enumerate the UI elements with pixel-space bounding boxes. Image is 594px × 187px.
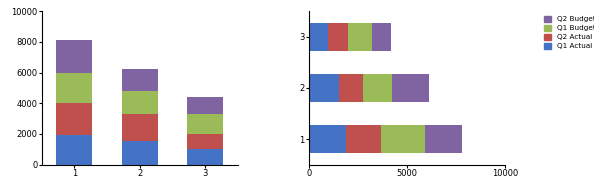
Legend: Q2 Budget, Q1 Budget, Q2 Actual, Q1 Actual: Q2 Budget, Q1 Budget, Q2 Actual, Q1 Actu… (544, 15, 594, 50)
Bar (309, 23, 328, 51)
Bar (56, 40, 92, 73)
Bar (187, 149, 223, 165)
Bar (122, 114, 157, 141)
Bar (122, 91, 157, 114)
Bar (309, 74, 339, 102)
Bar (381, 125, 425, 153)
Bar (339, 74, 363, 102)
Bar (363, 74, 392, 102)
Bar (187, 97, 223, 114)
Bar (348, 23, 372, 51)
Bar (56, 73, 92, 103)
Bar (309, 125, 346, 153)
Bar (372, 23, 391, 51)
Bar (187, 114, 223, 134)
Bar (122, 141, 157, 165)
Bar (187, 134, 223, 149)
Bar (56, 103, 92, 135)
Bar (56, 135, 92, 165)
Bar (425, 125, 462, 153)
Bar (346, 125, 381, 153)
Bar (392, 74, 429, 102)
Bar (328, 23, 348, 51)
Bar (122, 70, 157, 91)
